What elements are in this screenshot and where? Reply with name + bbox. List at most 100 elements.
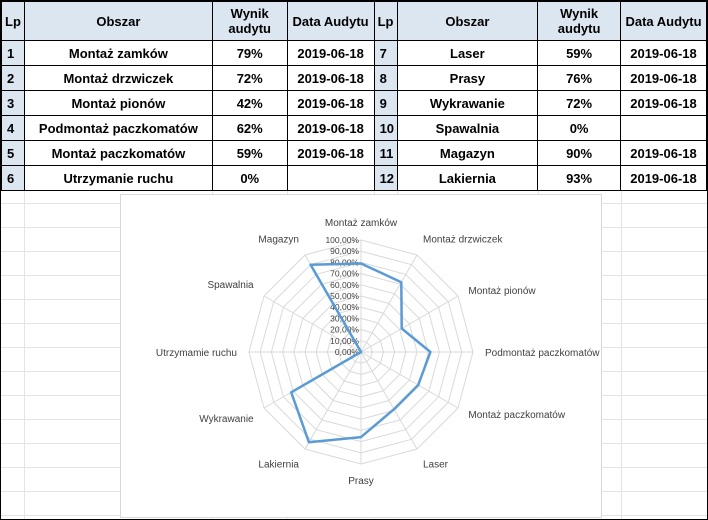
cell-obszar[interactable]: Podmontaż paczkomatów	[23, 115, 213, 141]
category-label: Prasy	[348, 476, 374, 487]
cell-obszar[interactable]: Lakiernia	[396, 165, 539, 191]
cell-wynik[interactable]: 42%	[211, 90, 288, 116]
radial-tick-label: 100,00%	[325, 235, 359, 245]
cell-data[interactable]: 2019-06-18	[619, 165, 707, 191]
header-wynik-line2: audytu	[228, 21, 272, 36]
cell-wynik[interactable]: 59%	[211, 140, 288, 166]
radial-tick-label: 50,00%	[330, 291, 359, 301]
cell-lp[interactable]: 9	[373, 90, 398, 116]
radar-chart[interactable]: 0,00% 10,00% 20,00% 30,00% 40,00% 50,00% 60,00…	[120, 194, 602, 518]
category-label: Montaż zamków	[325, 218, 398, 229]
radial-tick-label: 70,00%	[330, 269, 359, 279]
header-lp[interactable]: Lp	[1, 1, 25, 41]
cell-obszar[interactable]: Montaż zamków	[23, 40, 213, 66]
radar-chart-svg: 0,00%10,00%20,00% 30,00%40,00%50,00%60,00…	[156, 218, 600, 487]
radial-tick-label: 90,00%	[330, 246, 359, 256]
radar-spoke	[263, 295, 362, 353]
series-line	[289, 262, 432, 444]
cell-wynik[interactable]: 72%	[211, 65, 288, 91]
category-label: Montaż pionów	[468, 286, 536, 297]
cell-lp[interactable]: 2	[1, 65, 25, 91]
cell-lp[interactable]: 5	[1, 140, 25, 166]
cell-obszar[interactable]: Magazyn	[396, 140, 539, 166]
cell-lp[interactable]: 12	[373, 165, 398, 191]
cell-data[interactable]: 2019-06-18	[619, 65, 707, 91]
header-obszar-2[interactable]: Obszar	[396, 1, 539, 41]
cell-wynik[interactable]: 79%	[211, 40, 288, 66]
cell-data[interactable]: 2019-06-18	[286, 40, 375, 66]
header-lp-2[interactable]: Lp	[373, 1, 398, 41]
radial-tick-label: 80,00%	[330, 257, 359, 267]
header-wynik-line1: Wynik	[230, 6, 269, 21]
radial-tick-label: 0,00%	[335, 347, 360, 357]
radar-spoke	[360, 351, 459, 409]
cell-data[interactable]: 2019-06-18	[286, 90, 375, 116]
cell-obszar[interactable]: Spawalnia	[396, 115, 539, 141]
cell-lp[interactable]: 1	[1, 40, 25, 66]
radial-tick-label: 60,00%	[330, 280, 359, 290]
cell-lp[interactable]: 8	[373, 65, 398, 91]
header-wynik[interactable]: Wynik audytu	[211, 1, 288, 41]
table-row: 1 Montaż zamków 79% 2019-06-18 7 Laser 5…	[1, 40, 707, 66]
category-label: Podmontaż paczkomatów	[485, 348, 600, 359]
category-label: Laser	[423, 459, 449, 470]
radar-spoke	[360, 295, 459, 353]
radar-spoke	[360, 351, 418, 450]
cell-data[interactable]: 2019-06-18	[286, 65, 375, 91]
audit-table: Lp Obszar Wynik audytu Data Audytu Lp Obs…	[1, 1, 707, 191]
cell-lp[interactable]: 6	[1, 165, 25, 191]
header-wynik-2-line1: Wynik	[560, 6, 599, 21]
cell-data[interactable]	[619, 115, 707, 141]
cell-obszar[interactable]: Prasy	[396, 65, 539, 91]
radar-spoke	[304, 351, 362, 450]
category-label: Montaż drzwiczek	[423, 235, 503, 246]
cell-data[interactable]: 2019-06-18	[286, 140, 375, 166]
cell-obszar[interactable]: Montaż paczkomatów	[23, 140, 213, 166]
cell-data[interactable]: 2019-06-18	[619, 90, 707, 116]
table-row: 5 Montaż paczkomatów 59% 2019-06-18 11 M…	[1, 140, 707, 166]
cell-obszar[interactable]: Montaż drzwiczek	[23, 65, 213, 91]
category-label: Utrzymamie ruchu	[156, 348, 237, 359]
category-label: Lakiernia	[258, 459, 299, 470]
cell-obszar[interactable]: Montaż pionów	[23, 90, 213, 116]
sheet-gridline	[621, 190, 622, 519]
radar-spoke	[360, 254, 418, 353]
header-wynik-2[interactable]: Wynik audytu	[537, 1, 621, 41]
cell-obszar[interactable]: Laser	[396, 40, 539, 66]
radial-tick-label: 40,00%	[330, 302, 359, 312]
radial-tick-label: 30,00%	[330, 313, 359, 323]
cell-lp[interactable]: 11	[373, 140, 398, 166]
category-label: Spawalnia	[207, 280, 254, 291]
cell-wynik[interactable]: 0%	[537, 115, 621, 141]
cell-wynik[interactable]: 76%	[537, 65, 621, 91]
radial-tick-label: 10,00%	[330, 336, 359, 346]
sheet-gridline	[24, 190, 25, 519]
cell-obszar[interactable]: Utrzymanie ruchu	[23, 165, 213, 191]
cell-wynik[interactable]: 59%	[537, 40, 621, 66]
cell-lp[interactable]: 4	[1, 115, 25, 141]
cell-obszar[interactable]: Wykrawanie	[396, 90, 539, 116]
header-wynik-2-line2: audytu	[557, 21, 601, 36]
cell-data[interactable]: 2019-06-18	[619, 140, 707, 166]
category-label: Magazyn	[258, 235, 299, 246]
cell-wynik[interactable]: 93%	[537, 165, 621, 191]
table-row: 4 Podmontaż paczkomatów 62% 2019-06-18 1…	[1, 115, 707, 141]
cell-wynik[interactable]: 90%	[537, 140, 621, 166]
cell-wynik[interactable]: 72%	[537, 90, 621, 116]
cell-lp[interactable]: 3	[1, 90, 25, 116]
table-row: 2 Montaż drzwiczek 72% 2019-06-18 8 Pras…	[1, 65, 707, 91]
cell-wynik[interactable]: 62%	[211, 115, 288, 141]
cell-data[interactable]: 2019-06-18	[619, 40, 707, 66]
header-data[interactable]: Data Audytu	[286, 1, 375, 41]
table-header-row: Lp Obszar Wynik audytu Data Audytu Lp Obs…	[1, 1, 707, 41]
cell-lp[interactable]: 7	[373, 40, 398, 66]
header-data-2[interactable]: Data Audytu	[619, 1, 707, 41]
category-label: Wykrawanie	[199, 414, 254, 425]
header-obszar[interactable]: Obszar	[23, 1, 213, 41]
cell-data[interactable]	[286, 165, 375, 191]
cell-lp[interactable]: 10	[373, 115, 398, 141]
category-label: Montaż paczkomatów	[468, 410, 565, 421]
cell-data[interactable]: 2019-06-18	[286, 115, 375, 141]
cell-wynik[interactable]: 0%	[211, 165, 288, 191]
